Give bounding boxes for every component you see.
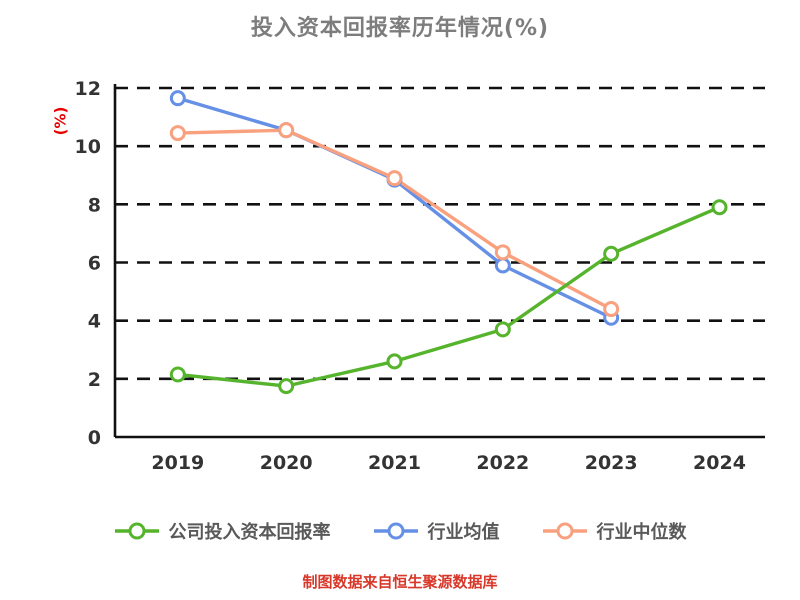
chart-title: 投入资本回报率历年情况(%) <box>250 16 550 41</box>
legend-marker-icon <box>114 522 159 540</box>
svg-text:2024: 2024 <box>693 452 746 474</box>
svg-text:6: 6 <box>88 253 101 275</box>
legend-label: 公司投入资本回报率 <box>168 522 331 543</box>
source-note: 制图数据来自恒生聚源数据库 <box>302 573 498 591</box>
legend-marker-icon <box>542 522 587 540</box>
svg-text:10: 10 <box>75 136 101 158</box>
svg-text:2: 2 <box>88 369 101 391</box>
chart-canvas: 0 2 4 6 8 10 12 2019 2020 2021 2022 2023 2024 <box>75 78 765 474</box>
legend-item: 公司投入资本回报率 <box>114 518 331 544</box>
legend-label: 行业均值 <box>427 522 500 543</box>
svg-text:4: 4 <box>88 311 101 333</box>
svg-text:0: 0 <box>88 427 101 449</box>
svg-text:2019: 2019 <box>151 452 204 474</box>
legend-item: 行业均值 <box>373 518 500 544</box>
chart-legend: 公司投入资本回报率 行业均值 行业中位数 <box>0 518 800 544</box>
legend-item: 行业中位数 <box>542 518 687 544</box>
legend-label: 行业中位数 <box>596 522 687 543</box>
svg-text:2023: 2023 <box>585 452 638 474</box>
svg-text:8: 8 <box>88 194 101 216</box>
svg-text:2021: 2021 <box>368 452 421 474</box>
svg-text:12: 12 <box>75 78 101 100</box>
legend-marker-icon <box>373 522 418 540</box>
svg-text:2020: 2020 <box>260 452 313 474</box>
svg-text:2022: 2022 <box>476 452 529 474</box>
